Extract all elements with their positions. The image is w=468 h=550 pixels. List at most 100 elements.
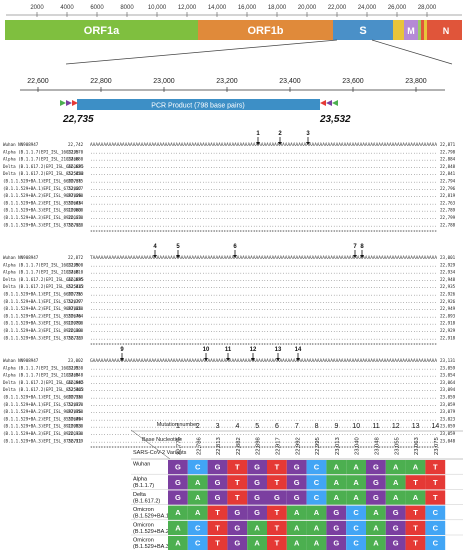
- base-letter: G: [254, 478, 260, 487]
- sequence-start-pos: 22,670: [68, 149, 84, 154]
- base-cell: [187, 520, 208, 535]
- base-letter: A: [175, 523, 181, 532]
- base-cell: [247, 475, 267, 490]
- sequence-line: ........................................…: [90, 215, 437, 220]
- mutation-marker-arrowhead: [251, 358, 255, 361]
- mutation-number: 14: [432, 423, 440, 430]
- sequence-start-pos: 22,800: [68, 328, 84, 333]
- sequence-name: Wuhan NN908947: [3, 142, 39, 147]
- base-cell: [227, 520, 248, 535]
- nucleotide-position: 22,898: [256, 437, 262, 455]
- variant-label: Omicron (B.1.529+BA.2): [133, 522, 171, 535]
- genome-minor-orf: [418, 20, 421, 40]
- sequence-end-pos: 23,079: [440, 409, 456, 414]
- zoom-tick-label: 23,200: [216, 78, 238, 85]
- nucleotide-position: 23,040: [355, 437, 361, 455]
- base-cell: [168, 505, 188, 520]
- sequence-end-pos: 22,935: [440, 284, 456, 289]
- mutation-marker-arrowhead: [296, 358, 300, 361]
- base-letter: A: [413, 463, 419, 472]
- base-cell: [267, 536, 287, 550]
- base-letter: G: [234, 539, 240, 548]
- base-cell: [187, 505, 208, 520]
- base-cell: [326, 536, 347, 550]
- base-cell: [366, 505, 386, 520]
- sequence-line: ........................................…: [90, 313, 437, 318]
- genome-tick-label: 8000: [120, 5, 134, 11]
- sequence-line: ........................................…: [90, 193, 437, 198]
- mutation-marker-arrowhead: [256, 142, 260, 145]
- mutation-marker-arrowhead: [353, 255, 357, 258]
- base-cell: [227, 505, 248, 520]
- base-cell: [306, 490, 327, 505]
- zoom-tick-label: 22,600: [27, 78, 49, 85]
- base-letter: G: [294, 463, 300, 472]
- base-cell: [267, 520, 287, 535]
- mutation-marker-number: 11: [225, 347, 232, 353]
- base-letter: A: [334, 493, 340, 502]
- mutation-marker-arrowhead: [278, 142, 282, 145]
- base-letter: T: [275, 523, 280, 532]
- base-cell: [247, 520, 267, 535]
- base-cell: [385, 536, 406, 550]
- base-cell: [346, 490, 366, 505]
- sequence-start-pos: 22,670: [68, 215, 84, 220]
- mutation-number: 7: [295, 423, 299, 430]
- sequence-line: ........................................…: [90, 284, 437, 289]
- sequence-start-pos: 22,764: [68, 313, 84, 318]
- mutation-marker-number: 4: [153, 244, 157, 250]
- base-letter: C: [353, 523, 359, 532]
- base-letter: G: [215, 478, 221, 487]
- base-letter: T: [275, 463, 280, 472]
- base-letter: A: [373, 539, 379, 548]
- sequence-line: ........................................…: [90, 365, 437, 370]
- sequence-name: Alpha (B.1.1.7)EPI_ISL_2103468: [3, 157, 79, 162]
- base-letter: T: [413, 508, 418, 517]
- mutation-marker-number: 8: [360, 244, 364, 250]
- base-cell: [227, 475, 248, 490]
- mutation-number: 1: [176, 423, 180, 430]
- base-letter: C: [314, 493, 320, 502]
- sequence-start-pos: 22,675: [68, 179, 84, 184]
- base-letter: A: [334, 463, 340, 472]
- base-letter: T: [235, 463, 240, 472]
- mutation-marker-number: 9: [120, 347, 124, 353]
- base-nucleotide-header: Base Nucleotide: [142, 437, 182, 443]
- alignment-block: 1 2 3 Wuhan NN908947 22,742 AAAAAAAAAAAAAAAAA…: [3, 131, 456, 235]
- base-letter: A: [373, 508, 379, 517]
- sequence-name: (B.1.1.529+BA.3)EPI_ISL_8756711: [3, 438, 82, 443]
- header-diagonal: [130, 429, 171, 460]
- sequence-start-pos: 22,690: [68, 193, 84, 198]
- base-cell: [425, 490, 446, 505]
- nucleotide-position: 23,063: [414, 437, 420, 455]
- base-cell: [326, 520, 347, 535]
- nucleotide-position: 22,775: [177, 437, 183, 455]
- base-letter: A: [373, 523, 379, 532]
- base-letter: T: [433, 478, 438, 487]
- sequence-start-pos: 22,942: [68, 380, 84, 385]
- sequence-start-pos: 22,755: [68, 292, 84, 297]
- base-letter: T: [235, 478, 240, 487]
- mutation-number: 9: [334, 423, 338, 430]
- base-letter: T: [275, 478, 280, 487]
- nucleotide-position: 23,013: [335, 437, 341, 455]
- base-cell: [366, 520, 386, 535]
- sequence-line: ........................................…: [90, 373, 437, 378]
- sequence-start-pos: 22,742: [68, 142, 84, 147]
- base-cell: [346, 460, 366, 475]
- base-cell: [425, 505, 446, 520]
- base-cell: [326, 460, 347, 475]
- base-letter: A: [413, 493, 419, 502]
- sequence-name: (B.1.1.529+BA.1)EPI_ISL_6699736: [3, 292, 82, 297]
- base-letter: C: [314, 463, 320, 472]
- base-cell: [306, 475, 327, 490]
- base-cell: [346, 536, 366, 550]
- sequence-end-pos: 22,841: [440, 171, 456, 176]
- nucleotide-position: 23,055: [394, 437, 400, 455]
- base-cell: [286, 505, 307, 520]
- zoom-tick-label: 23,600: [342, 78, 364, 85]
- base-letter: G: [215, 493, 221, 502]
- base-letter: A: [254, 523, 260, 532]
